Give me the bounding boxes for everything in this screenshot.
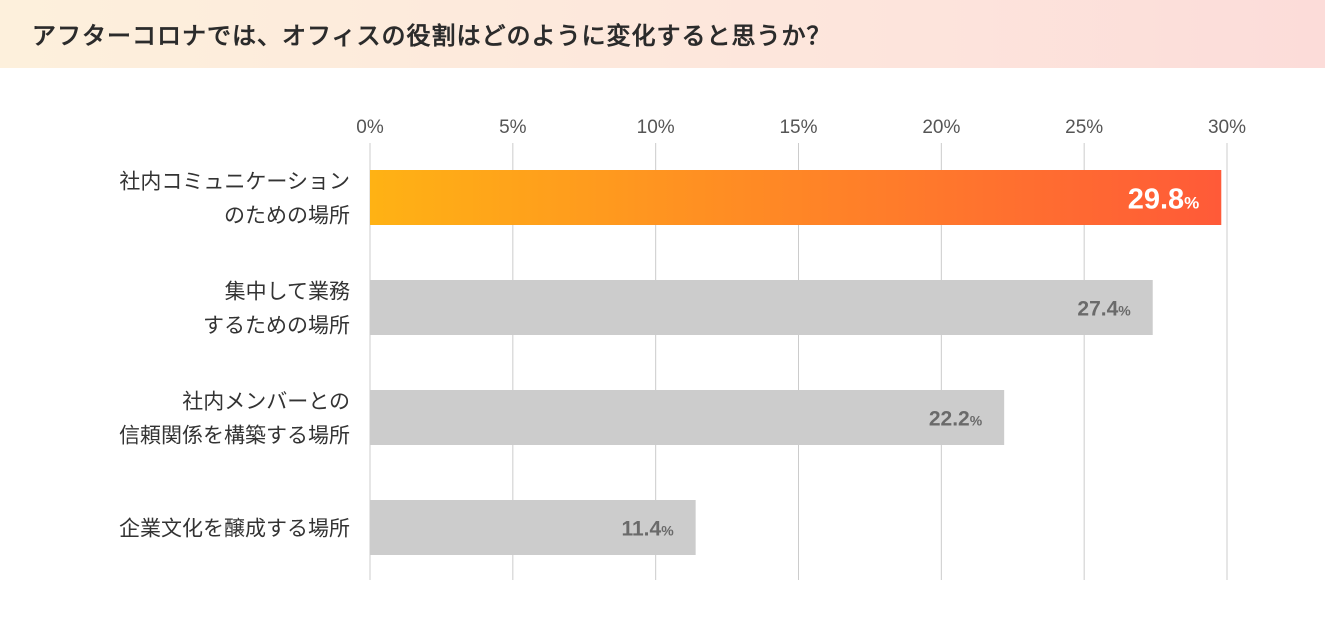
bar-chart: 0% 5% 10% 15% 20% 25% 30% 社内コミュニケーションのための場所集中し… <box>119 117 1246 580</box>
tick-label: 30% <box>1208 117 1246 138</box>
x-axis-ticks: 0% 5% 10% 15% 20% 25% 30% <box>356 117 1246 138</box>
bar <box>370 280 1153 335</box>
tick-label: 5% <box>499 117 527 138</box>
bars <box>370 170 1222 555</box>
tick-label: 0% <box>356 117 384 138</box>
category-label: 集中して業務するための場所 <box>203 280 350 338</box>
value-labels: 29.8% 27.4% 22.2% 11.4% <box>621 184 1199 541</box>
tick-label: 15% <box>779 117 817 138</box>
chart-title: アフターコロナでは、オフィスの役割はどのように変化すると思うか？ <box>32 22 832 50</box>
category-label: 企業文化を醸成する場所 <box>119 517 350 541</box>
category-label: 社内コミュニケーションのための場所 <box>119 170 350 228</box>
value-label: 27.4% <box>1077 298 1131 321</box>
tick-label: 10% <box>637 117 675 138</box>
bar <box>370 390 1005 445</box>
value-label: 29.8% <box>1128 184 1200 216</box>
value-label: 11.4% <box>621 518 674 541</box>
title-bar <box>0 0 1325 68</box>
value-label: 22.2% <box>929 408 983 431</box>
tick-label: 20% <box>922 117 960 138</box>
category-labels: 社内コミュニケーションのための場所集中して業務するための場所社内メンバーとの信頼… <box>119 170 350 541</box>
tick-label: 25% <box>1065 117 1103 138</box>
bar <box>370 500 696 555</box>
category-label: 社内メンバーとの信頼関係を構築する場所 <box>119 390 350 448</box>
bar <box>370 170 1222 225</box>
